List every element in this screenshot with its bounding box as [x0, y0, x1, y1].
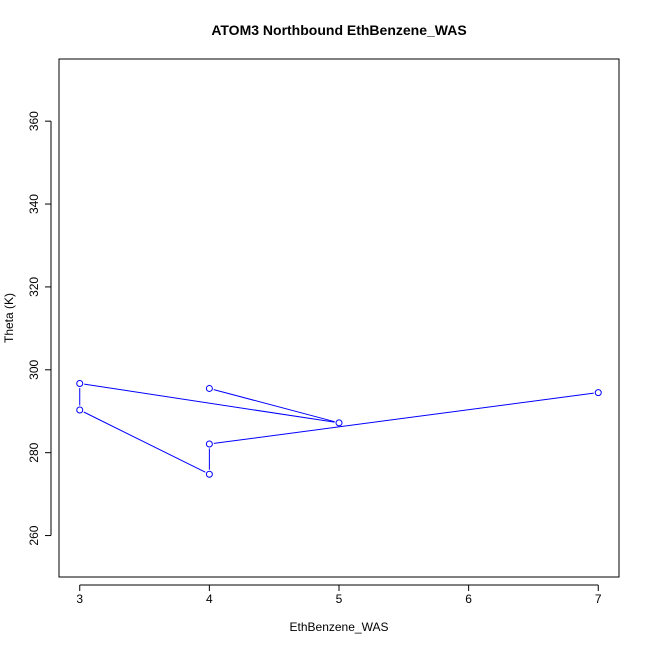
x-axis-label: EthBenzene_WAS	[290, 620, 389, 634]
data-point	[594, 389, 602, 397]
x-tick-label: 5	[336, 592, 343, 606]
series-line-segment	[84, 383, 335, 423]
series-line-segment	[213, 392, 594, 444]
data-point	[205, 440, 213, 448]
data-point	[205, 470, 213, 478]
data-point	[76, 379, 84, 387]
x-tick-label: 6	[465, 592, 472, 606]
chart-title: ATOM3 Northbound EthBenzene_WAS	[211, 22, 466, 38]
y-tick-label: 280	[27, 442, 41, 462]
data-point	[335, 419, 343, 427]
x-tick-label: 3	[76, 592, 83, 606]
series-line-segment	[213, 389, 335, 423]
y-tick-label: 320	[27, 277, 41, 297]
series-line-segment	[83, 411, 206, 473]
data-point	[76, 406, 84, 414]
x-axis: 3 4 5 6 7	[76, 584, 602, 606]
y-tick-label: 260	[27, 525, 41, 545]
y-tick-label: 340	[27, 194, 41, 214]
y-tick-label: 360	[27, 111, 41, 131]
y-axis-label: Theta (K)	[2, 293, 16, 343]
plot-frame	[58, 58, 620, 578]
x-tick-label: 4	[206, 592, 213, 606]
series-layer	[76, 379, 602, 478]
x-tick-label: 7	[595, 592, 602, 606]
y-axis: 260 280 300 320 340 360	[27, 111, 52, 546]
y-tick-label: 300	[27, 359, 41, 379]
data-point	[205, 384, 213, 392]
